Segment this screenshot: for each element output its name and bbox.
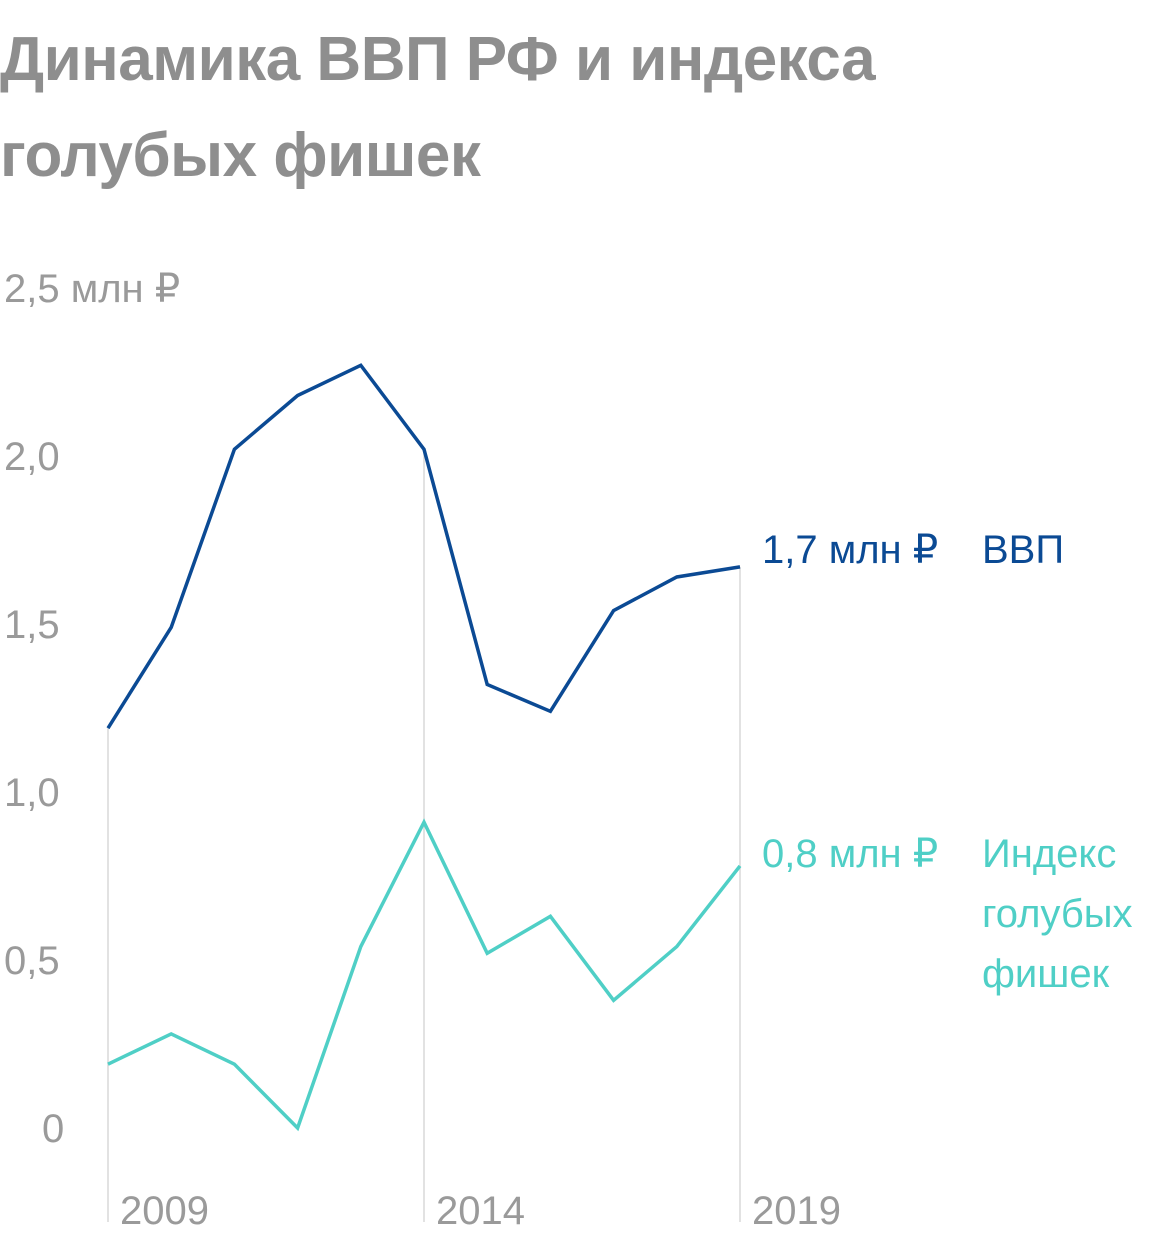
data-point-gdp xyxy=(548,709,552,713)
data-point-index xyxy=(675,945,679,949)
data-point-index xyxy=(106,1062,110,1066)
data-point-gdp xyxy=(675,575,679,579)
data-point-gdp xyxy=(106,726,110,730)
series-name-word: фишек xyxy=(982,952,1110,996)
series-name-word: Индекс xyxy=(982,832,1116,876)
y-axis-ticks: 0 0,5 1,0 1,5 2,0 2,5 млн ₽ xyxy=(4,267,180,1151)
x-axis-ticks: 2009 2014 2019 xyxy=(120,1189,841,1233)
data-point-gdp xyxy=(422,447,426,451)
data-point-gdp xyxy=(612,609,616,613)
data-point-index xyxy=(296,1126,300,1130)
end-value-label-gdp: 1,7 млн ₽ xyxy=(762,528,938,572)
series-name-label-index: Индекс голубых фишек xyxy=(982,832,1133,996)
data-point-index xyxy=(169,1032,173,1036)
y-tick-label: 2,5 млн ₽ xyxy=(4,267,180,311)
y-tick-label: 1,5 xyxy=(4,603,60,647)
x-tick-label: 2009 xyxy=(120,1189,209,1233)
series-name-word: голубых xyxy=(982,892,1133,936)
end-labels: 1,7 млн ₽ ВВП 0,8 млн ₽ Индекс голубых фишек xyxy=(762,528,1133,996)
series-line-index xyxy=(107,818,742,1132)
data-point-gdp xyxy=(359,363,363,367)
data-point-index xyxy=(485,951,489,955)
data-point-gdp xyxy=(169,625,173,629)
vertical-gridlines xyxy=(107,449,741,1222)
data-point-gdp xyxy=(232,447,236,451)
chart-title: Динамика ВВП РФ и индекса голубых фишек xyxy=(0,25,876,190)
data-point-gdp xyxy=(485,682,489,686)
series-lines xyxy=(106,363,742,1132)
data-point-index xyxy=(612,998,616,1002)
data-point-gdp xyxy=(738,565,742,569)
x-tick-label: 2019 xyxy=(752,1189,841,1233)
data-point-index xyxy=(232,1062,236,1066)
data-point-index xyxy=(359,945,363,949)
y-tick-label: 0,5 xyxy=(4,939,60,983)
y-tick-label: 2,0 xyxy=(4,435,60,479)
y-tick-label: 0 xyxy=(42,1107,64,1151)
data-point-index xyxy=(422,820,426,824)
data-point-gdp xyxy=(296,394,300,398)
data-point-index xyxy=(548,914,552,918)
series-line-gdp xyxy=(106,363,741,730)
x-tick-label: 2014 xyxy=(436,1189,525,1233)
end-value-label-index: 0,8 млн ₽ xyxy=(762,832,938,876)
y-tick-label: 1,0 xyxy=(4,771,60,815)
data-point-index xyxy=(738,864,742,868)
series-name-label-gdp: ВВП xyxy=(982,528,1064,572)
